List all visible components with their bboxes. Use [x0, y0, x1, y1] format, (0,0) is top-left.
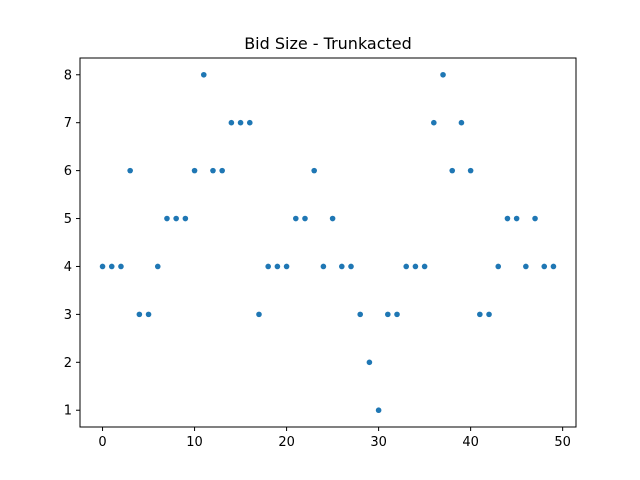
x-tick-label: 20	[278, 435, 295, 450]
data-point	[385, 311, 391, 318]
chart-title: Bid Size - Trunkacted	[244, 34, 412, 53]
data-point	[412, 263, 419, 270]
data-point	[495, 263, 502, 270]
data-point	[311, 167, 317, 174]
data-point	[256, 311, 262, 318]
y-axis-ticks: 1 2 3 4 5 6 7 8	[64, 68, 80, 419]
data-points	[99, 71, 557, 414]
x-tick-label: 40	[462, 435, 479, 450]
data-point	[210, 167, 216, 174]
y-tick-label: 6	[64, 164, 72, 179]
data-point	[127, 167, 133, 174]
data-point	[329, 215, 336, 222]
data-point	[118, 263, 124, 270]
data-point	[348, 263, 354, 270]
data-point	[504, 215, 511, 222]
data-point	[320, 263, 327, 270]
data-point	[164, 215, 170, 222]
data-point	[145, 311, 152, 318]
data-point	[541, 263, 548, 270]
x-tick-label: 30	[370, 435, 387, 450]
data-point	[302, 215, 308, 222]
data-point	[550, 263, 557, 270]
data-point	[449, 167, 456, 174]
data-point	[219, 167, 225, 174]
data-point	[394, 311, 400, 318]
y-tick-label: 1	[64, 404, 72, 419]
data-point	[292, 215, 299, 222]
data-point	[108, 263, 115, 270]
y-tick-label: 8	[64, 68, 72, 83]
data-point	[274, 263, 281, 270]
y-tick-label: 5	[64, 212, 72, 227]
data-point	[513, 215, 520, 222]
data-point	[458, 119, 465, 126]
x-axis-ticks: 0 10 20 30 40 50	[98, 427, 571, 450]
x-tick-label: 10	[186, 435, 203, 450]
data-point	[182, 215, 189, 222]
data-point	[366, 359, 373, 366]
data-point	[228, 119, 235, 126]
data-point	[477, 311, 483, 318]
data-point	[403, 263, 410, 270]
data-point	[467, 167, 474, 174]
data-point	[136, 311, 143, 318]
data-point	[375, 407, 382, 414]
data-point	[421, 263, 428, 270]
data-point	[191, 167, 198, 174]
data-point	[523, 263, 529, 270]
data-point	[486, 311, 492, 318]
data-point	[339, 263, 345, 270]
data-point	[283, 263, 290, 270]
data-point	[431, 119, 437, 126]
y-tick-label: 3	[64, 308, 72, 323]
x-tick-label: 50	[554, 435, 571, 450]
data-point	[173, 215, 179, 222]
data-point	[440, 71, 446, 78]
data-point	[532, 215, 538, 222]
plot-area-frame	[79, 57, 577, 428]
data-point	[237, 119, 244, 126]
data-point	[99, 263, 106, 270]
y-tick-label: 7	[64, 116, 72, 131]
data-point	[154, 263, 161, 270]
data-point	[200, 71, 207, 78]
y-tick-label: 2	[64, 356, 72, 371]
x-tick-label: 0	[98, 435, 106, 450]
y-tick-label: 4	[64, 260, 72, 275]
data-point	[357, 311, 364, 318]
data-point	[246, 119, 253, 126]
data-point	[265, 263, 271, 270]
